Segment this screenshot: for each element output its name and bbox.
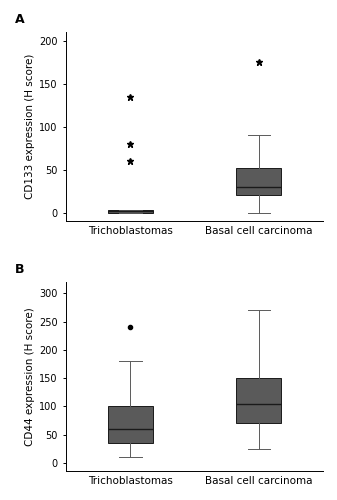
PathPatch shape xyxy=(236,378,281,424)
Y-axis label: CD44 expression (H score): CD44 expression (H score) xyxy=(25,308,35,446)
PathPatch shape xyxy=(108,406,153,443)
PathPatch shape xyxy=(108,210,153,212)
PathPatch shape xyxy=(236,168,281,196)
Text: A: A xyxy=(15,14,24,26)
Text: B: B xyxy=(15,264,24,276)
Y-axis label: CD133 expression (H score): CD133 expression (H score) xyxy=(25,54,35,200)
